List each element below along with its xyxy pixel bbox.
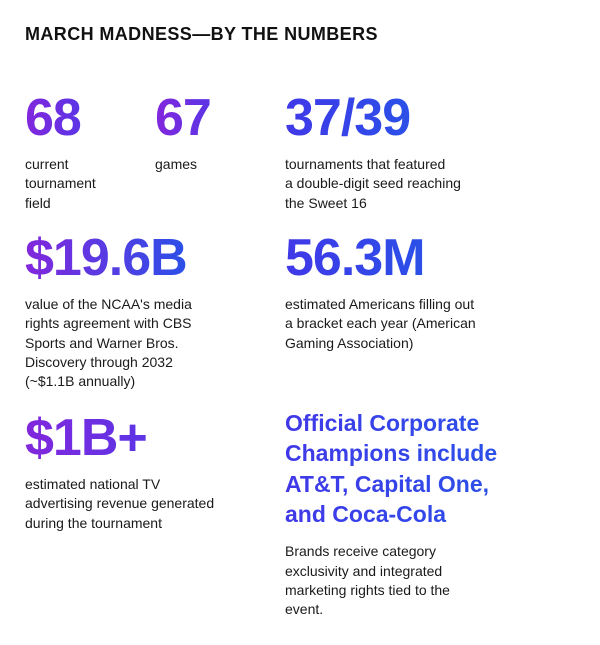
stat-double-digit-seeds-value: 37/39: [285, 89, 411, 147]
stat-tournament-field: 68 current tournament field: [25, 92, 145, 213]
stat-double-digit-seeds: 37/39 tournaments that featured a double…: [285, 92, 515, 213]
stat-tournament-field-value: 68: [25, 89, 82, 147]
stat-brackets-filled: 56.3M estimated Americans filling out a …: [285, 232, 520, 353]
stat-ad-revenue-value: $1B+: [25, 409, 148, 467]
stat-brackets-filled-caption: estimated Americans filling out a bracke…: [285, 296, 476, 351]
stat-games: 67 games: [155, 92, 275, 174]
stat-ad-revenue-caption: estimated national TV advertising revenu…: [25, 476, 215, 531]
sponsor-headline: Official Corporate Champions include AT&…: [285, 408, 497, 529]
stat-games-value: 67: [155, 89, 212, 147]
stat-tournament-field-caption: current tournament field: [25, 156, 96, 211]
stat-games-caption: games: [155, 156, 198, 172]
page-title: MARCH MADNESS—BY THE NUMBERS: [25, 24, 378, 44]
stat-media-rights-caption: value of the NCAA's media rights agreeme…: [25, 296, 192, 390]
stat-brackets-filled-value: 56.3M: [285, 229, 426, 287]
stat-media-rights: $19.6B value of the NCAA's media rights …: [25, 232, 240, 392]
sponsor-body: Brands receive category exclusivity and …: [285, 543, 450, 618]
stat-double-digit-seeds-caption: tournaments that featured a double-digit…: [285, 156, 461, 211]
sponsor-section: Official Corporate Champions include AT&…: [285, 408, 535, 620]
stat-ad-revenue: $1B+ estimated national TV advertising r…: [25, 412, 250, 533]
stat-media-rights-value: $19.6B: [25, 229, 188, 287]
